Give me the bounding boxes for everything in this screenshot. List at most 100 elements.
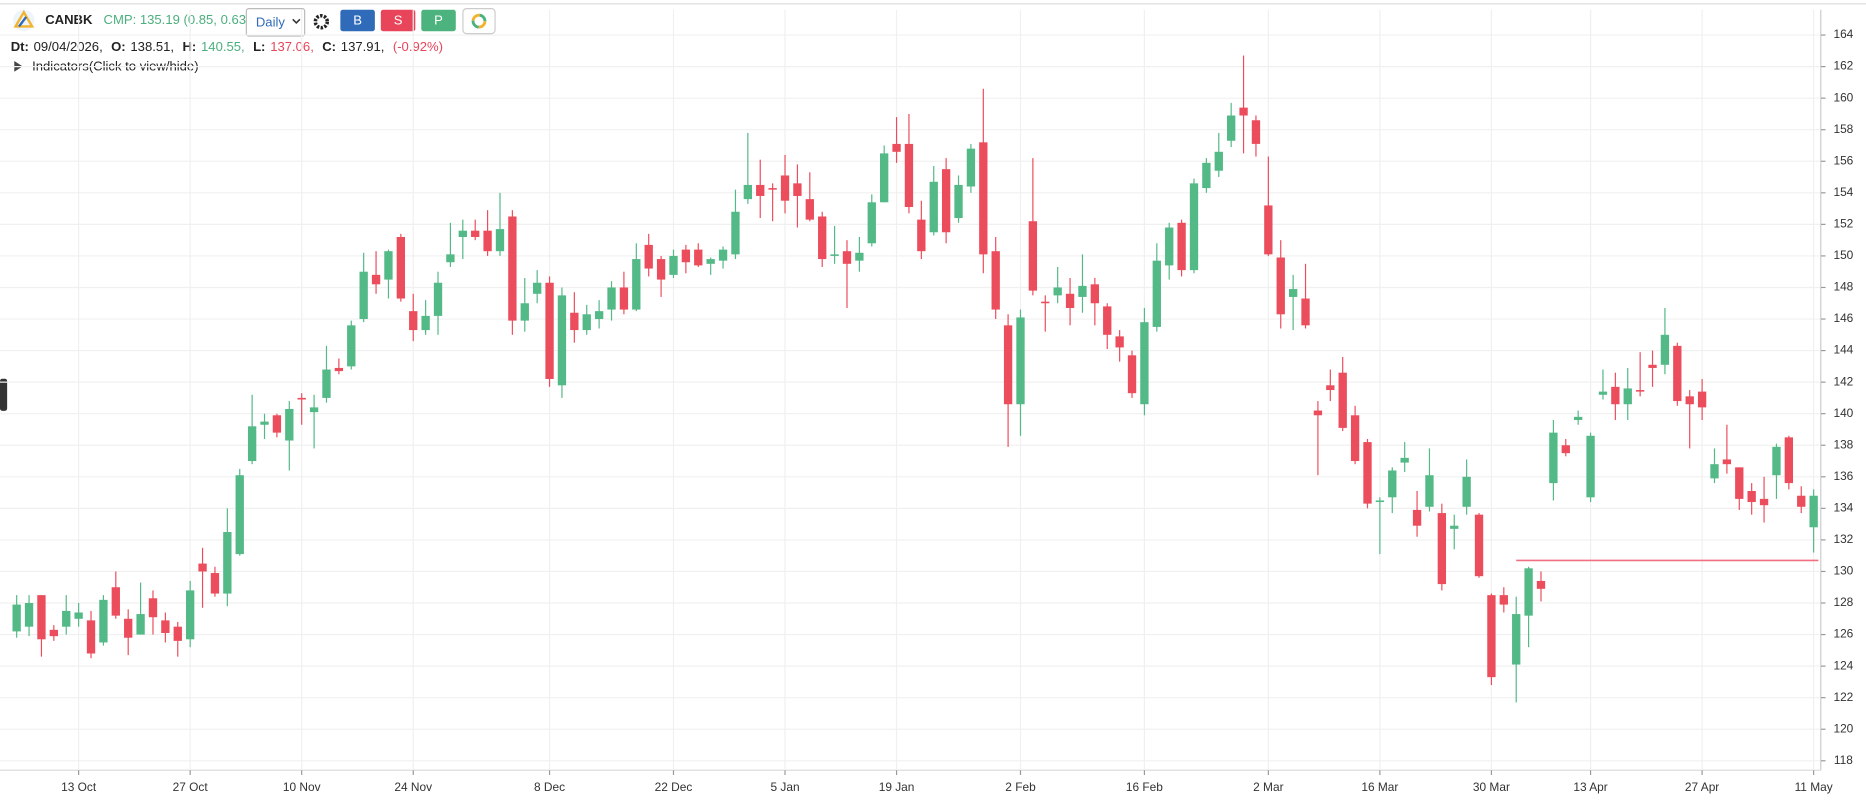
y-tick-label: 124 [1833, 658, 1853, 672]
candle-body [768, 188, 777, 190]
candle-body [1227, 115, 1236, 141]
candle-body [272, 415, 282, 433]
candle-body [607, 287, 616, 310]
candle-body [1660, 334, 1670, 365]
ohlc-label: C: [322, 39, 336, 54]
candle-body [1350, 415, 1360, 462]
x-tick-label: 24 Nov [394, 780, 432, 794]
candle-body [1338, 372, 1347, 428]
candle-body [1809, 495, 1818, 528]
candle-body [1140, 322, 1149, 405]
candle-body [1103, 306, 1112, 335]
candle-body [619, 287, 629, 310]
y-tick-label: 164 [1833, 27, 1853, 41]
candle-body [1722, 459, 1732, 465]
candle-body [1512, 614, 1521, 665]
indicators-label: Indicators(Click to view/hide) [32, 58, 198, 73]
candle-body [594, 311, 604, 320]
button-label: P [434, 13, 443, 28]
position-button[interactable]: P [421, 9, 456, 32]
x-tick-label: 30 Mar [1473, 780, 1510, 794]
button-label: S [394, 13, 403, 28]
candle-body [86, 620, 96, 654]
candle-body [1028, 221, 1038, 291]
y-tick-label: 162 [1833, 59, 1853, 73]
candle-body [1586, 435, 1595, 498]
candle-body [743, 184, 753, 200]
candle-body [1152, 260, 1161, 327]
candle-body [991, 251, 1000, 310]
side-tab[interactable] [0, 378, 8, 411]
candle-body [954, 184, 963, 219]
y-tick-label: 154 [1833, 185, 1853, 199]
x-tick-label: 11 May [1795, 780, 1833, 794]
interval-select[interactable]: Daily [245, 8, 306, 37]
candle-body [1239, 107, 1248, 116]
candle-body [421, 315, 430, 331]
candle-body [582, 314, 591, 331]
candle-body [656, 259, 666, 280]
candle-body [1053, 287, 1062, 296]
candle-body [545, 282, 554, 379]
y-tick-label: 142 [1833, 374, 1853, 388]
candle-body [285, 408, 294, 441]
candle-body [805, 199, 814, 220]
candle-body [1598, 391, 1608, 395]
y-tick-label: 158 [1833, 122, 1853, 136]
candle-body [1065, 293, 1075, 308]
candle-body [644, 244, 653, 269]
candle-body [1536, 580, 1546, 589]
ohlc-value: 138.51, [130, 39, 174, 54]
candle-body [471, 230, 480, 237]
y-tick-label: 160 [1833, 90, 1853, 104]
settings-icon[interactable] [313, 13, 330, 30]
color-button[interactable] [462, 8, 496, 35]
candle-body [210, 573, 220, 594]
candle-body [1735, 467, 1744, 499]
x-tick-label: 8 Dec [534, 780, 565, 794]
candle-body [247, 426, 257, 462]
candle-body [198, 563, 207, 572]
candle-body [1487, 595, 1496, 678]
candle-body [867, 202, 876, 244]
candle-body [62, 610, 71, 627]
candle-body [1524, 568, 1533, 616]
candle-body [1412, 509, 1422, 526]
indicators-toggle[interactable]: Indicators(Click to view/hide) [14, 58, 199, 73]
candle-body [173, 626, 182, 641]
y-tick-label: 136 [1833, 469, 1853, 483]
candle-body [409, 311, 418, 331]
candle-body [1400, 457, 1409, 463]
buy-button[interactable]: B [340, 9, 375, 32]
candle-body [780, 175, 790, 201]
candle-body [347, 325, 356, 367]
candle-body [161, 620, 170, 633]
candle-body [1177, 222, 1186, 271]
candle-body [136, 614, 145, 635]
ohlc-value: 140.55, [201, 39, 245, 54]
candle-body [756, 184, 765, 196]
candle-body [1202, 162, 1211, 189]
candle-body [49, 629, 59, 637]
sell-button[interactable]: S [380, 9, 416, 32]
candle-body [1772, 446, 1781, 476]
ohlc-change: (-0.92%) [393, 39, 443, 54]
candle-body [508, 216, 517, 321]
button-label: B [353, 13, 362, 28]
candle-body [1462, 476, 1471, 507]
x-tick-label: 16 Feb [1126, 780, 1163, 794]
ohlc-label: L: [253, 39, 265, 54]
candle-body [1648, 364, 1657, 368]
candle-body [1016, 317, 1025, 405]
candle-body [1363, 442, 1372, 504]
y-tick-label: 144 [1833, 343, 1853, 357]
y-tick-label: 148 [1833, 280, 1853, 294]
x-tick-label: 22 Dec [655, 780, 693, 794]
candle-body [124, 618, 133, 638]
candle-body [1697, 391, 1707, 408]
candle-body [904, 143, 914, 208]
candle-body [1301, 298, 1310, 326]
x-tick-label: 27 Apr [1685, 780, 1719, 794]
cmp: CMP: 135.19 (0.85, 0.63%) [104, 12, 262, 27]
ohlc-line: Dt: 09/04/2026, O: 138.51, H: 140.55, L: 137… [11, 39, 443, 54]
